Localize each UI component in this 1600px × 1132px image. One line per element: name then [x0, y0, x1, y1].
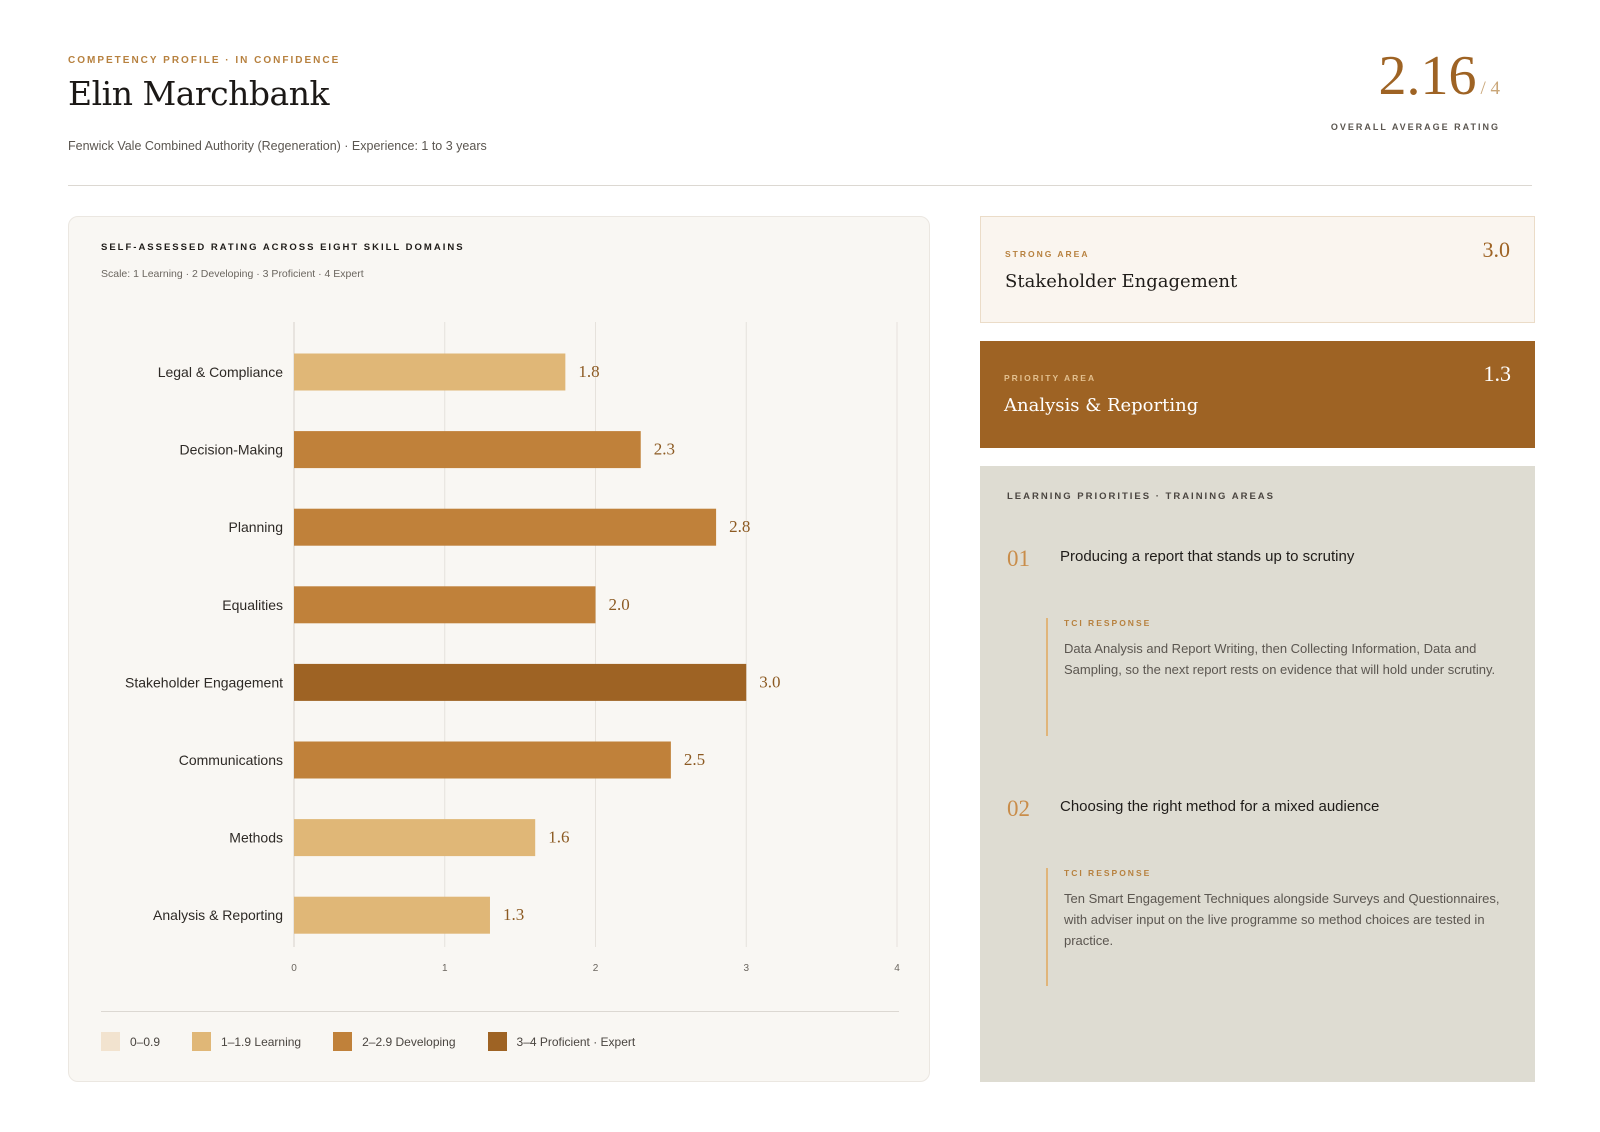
data-label: 2.3: [654, 440, 675, 459]
learning-priorities-title: LEARNING PRIORITIES · TRAINING AREAS: [1007, 491, 1275, 502]
tci-response-label: TCI RESPONSE: [1064, 618, 1152, 628]
legend-label: 0–0.9: [130, 1034, 161, 1049]
x-tick-label: 4: [894, 963, 900, 974]
overall-scale: / 4: [1480, 78, 1500, 99]
bar: [294, 353, 566, 391]
legend-item: 0–0.9: [101, 1032, 160, 1051]
bar: [294, 741, 671, 779]
strong-area-title: Stakeholder Engagement: [1005, 271, 1238, 292]
category-label: Legal & Compliance: [158, 364, 284, 380]
tci-response-text: Data Analysis and Report Writing, then C…: [1064, 641, 1496, 677]
profile-subline: Fenwick Vale Combined Authority (Regener…: [68, 139, 487, 153]
legend-label: 3–4 Proficient · Expert: [516, 1034, 636, 1049]
header-divider: [68, 185, 1532, 186]
learning-item-number: 01: [1007, 546, 1030, 571]
category-label: Decision-Making: [180, 442, 283, 458]
legend-divider: [101, 1011, 899, 1012]
priority-area-title: Analysis & Reporting: [1004, 395, 1199, 416]
legend-swatch: [192, 1032, 212, 1051]
tci-response-label: TCI RESPONSE: [1064, 868, 1152, 878]
strong-area-value: 3.0: [1482, 237, 1511, 262]
learning-item-heading: Producing a report that stands up to scr…: [1060, 548, 1355, 565]
x-tick-label: 1: [442, 963, 448, 974]
profile-name: Elin Marchbank: [68, 74, 329, 113]
bar: [294, 819, 536, 857]
legend-label: 1–1.9 Learning: [221, 1034, 302, 1049]
legend-label: 2–2.9 Developing: [362, 1034, 456, 1049]
category-label: Planning: [229, 519, 284, 535]
learning-item-number: 02: [1007, 796, 1030, 821]
data-label: 3.0: [759, 672, 780, 691]
overall-label: OVERALL AVERAGE RATING: [1330, 122, 1500, 132]
chart-subtitle: Scale: 1 Learning · 2 Developing · 3 Pro…: [101, 268, 364, 280]
overall-value: 2.16: [1378, 45, 1477, 107]
category-label: Analysis & Reporting: [153, 907, 283, 923]
priority-area-eyebrow: PRIORITY AREA: [1004, 373, 1097, 383]
data-label: 2.0: [609, 595, 630, 614]
priority-area-card: PRIORITY AREA Analysis & Reporting 1.3: [980, 341, 1535, 448]
chart-title: SELF-ASSESSED RATING ACROSS EIGHT SKILL …: [101, 242, 465, 253]
x-tick-label: 2: [593, 963, 599, 974]
bar: [294, 663, 747, 701]
legend-item: 2–2.9 Developing: [333, 1032, 456, 1051]
tci-response: TCI RESPONSE Data Analysis and Report Wr…: [1046, 618, 1506, 736]
learning-item-heading: Choosing the right method for a mixed au…: [1060, 798, 1380, 815]
chart-card: SELF-ASSESSED RATING ACROSS EIGHT SKILL …: [68, 216, 930, 1082]
tci-response-text: Ten Smart Engagement Techniques alongsid…: [1064, 891, 1500, 948]
data-label: 1.6: [548, 828, 569, 847]
bar: [294, 508, 717, 546]
category-label: Communications: [179, 752, 283, 768]
legend-swatch: [333, 1032, 353, 1051]
legend-swatch: [487, 1032, 507, 1051]
legend-item: 1–1.9 Learning: [192, 1032, 301, 1051]
eyebrow-label: COMPETENCY PROFILE · IN CONFIDENCE: [68, 55, 341, 66]
overall-rating: 2.16/ 4: [1378, 48, 1500, 104]
priority-area-value: 1.3: [1483, 361, 1512, 386]
legend-swatch: [101, 1032, 120, 1051]
strong-area-eyebrow: STRONG AREA: [1005, 249, 1090, 259]
category-label: Equalities: [222, 597, 283, 613]
learning-priorities-panel: LEARNING PRIORITIES · TRAINING AREAS 01 …: [980, 466, 1535, 1082]
bar-chart: 0 1 2 3 4 Legal & Compliance 1.8 Decision-Makin…: [125, 322, 900, 974]
tci-response: TCI RESPONSE Ten Smart Engagement Techni…: [1046, 868, 1506, 986]
data-label: 1.3: [503, 905, 524, 924]
legend-item: 3–4 Proficient · Expert: [487, 1032, 636, 1051]
bar: [294, 586, 596, 624]
bar: [294, 431, 641, 469]
data-label: 2.5: [684, 750, 705, 769]
strong-area-card: STRONG AREA Stakeholder Engagement 3.0: [980, 216, 1535, 323]
category-label: Stakeholder Engagement: [125, 674, 283, 690]
chart-legend: 0–0.9 1–1.9 Learning 2–2.9 Developing 3–4 P…: [101, 1032, 635, 1051]
x-tick-label: 0: [291, 963, 297, 974]
data-label: 2.8: [729, 517, 750, 536]
bar: [294, 896, 490, 934]
x-tick-label: 3: [743, 963, 749, 974]
data-label: 1.8: [578, 362, 599, 381]
category-label: Methods: [229, 830, 283, 846]
